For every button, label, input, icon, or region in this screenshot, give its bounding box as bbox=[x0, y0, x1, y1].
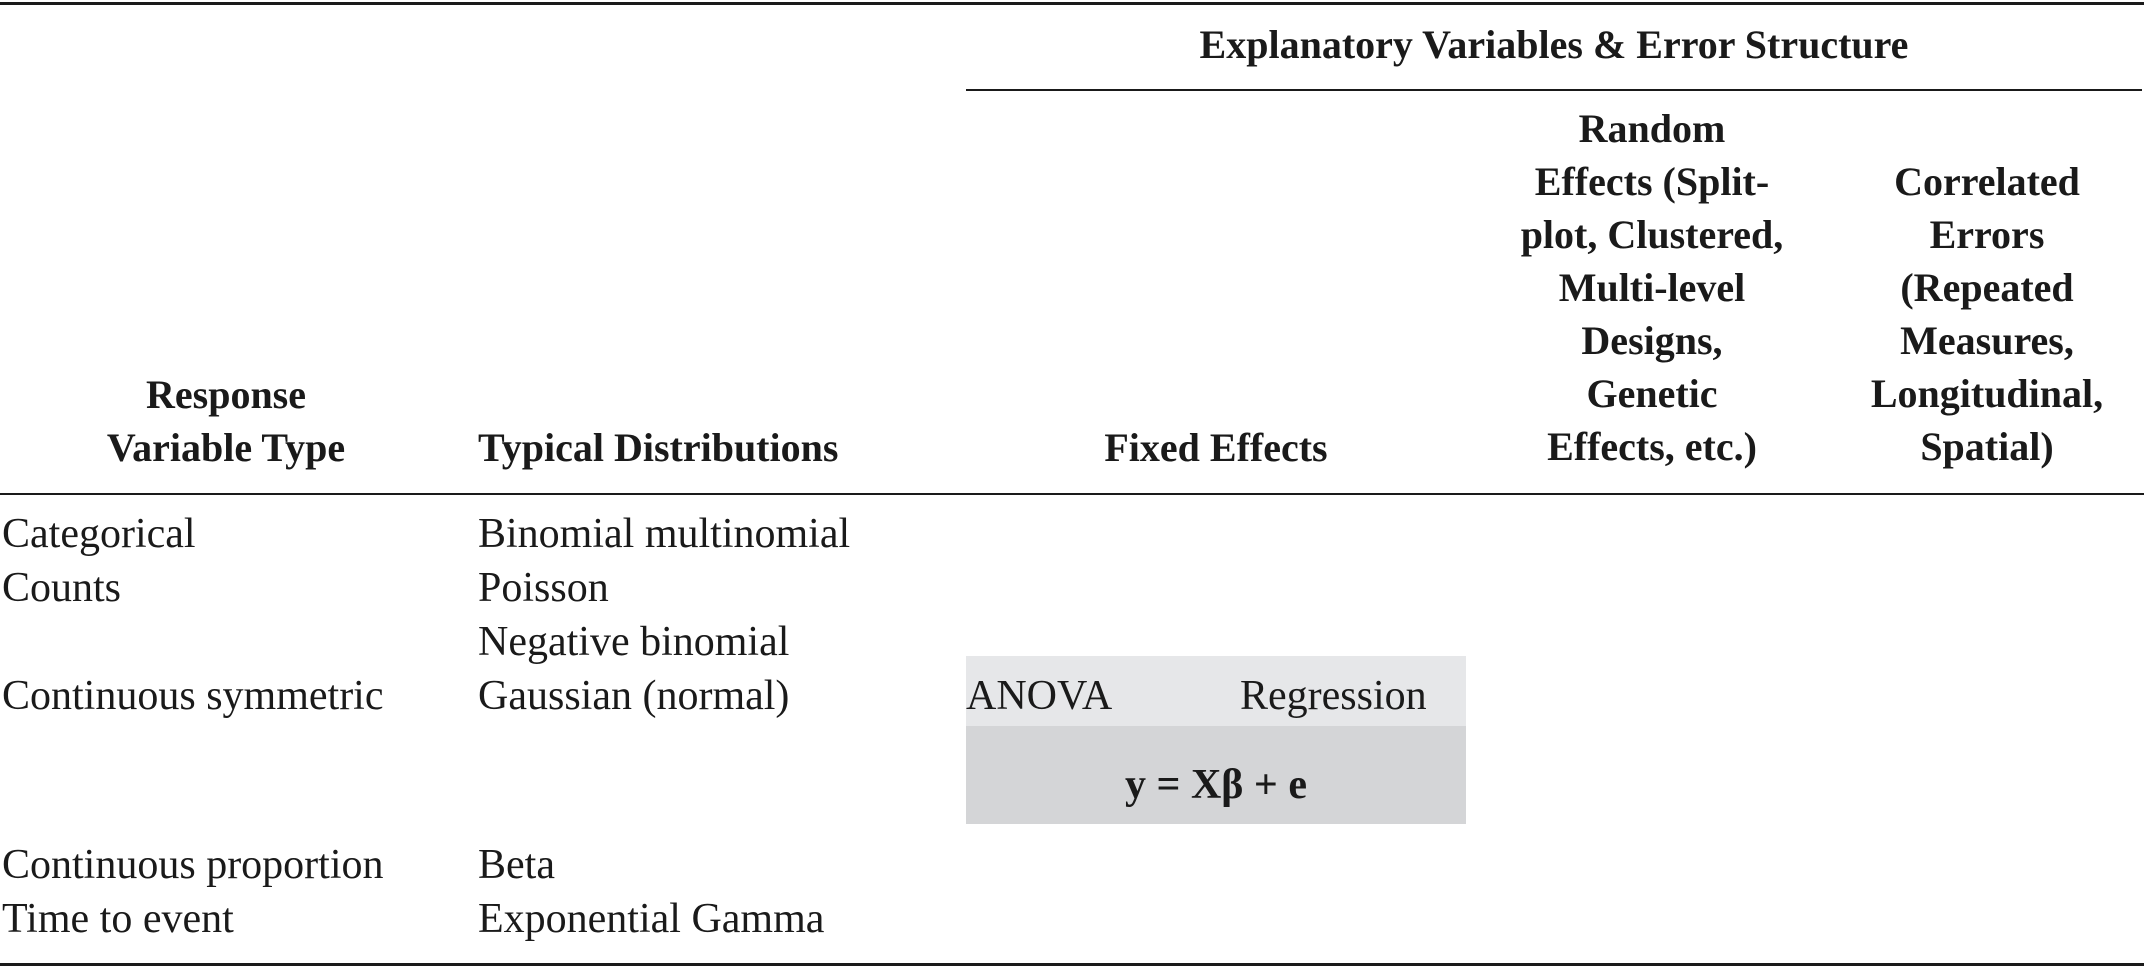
header-line: Designs, bbox=[1581, 318, 1723, 363]
header-line: plot, Clustered, bbox=[1520, 212, 1784, 257]
row-response: Categorical bbox=[2, 511, 196, 557]
header-fixed-effects: Fixed Effects bbox=[966, 421, 1466, 474]
top-rule bbox=[0, 2, 2144, 5]
row-response: Continuous proportion bbox=[2, 842, 384, 888]
row-distribution: Poisson bbox=[478, 565, 609, 611]
header-line: Effects, etc.) bbox=[1547, 424, 1757, 469]
spanning-header-text: Explanatory Variables & Error Structure bbox=[1199, 22, 1909, 67]
header-line: Fixed Effects bbox=[1104, 425, 1328, 470]
header-bottom-rule bbox=[0, 493, 2144, 495]
regression-label: Regression bbox=[1240, 673, 1427, 719]
header-line: Variable Type bbox=[106, 425, 346, 470]
bottom-rule bbox=[0, 963, 2144, 966]
header-line: Correlated bbox=[1894, 159, 2080, 204]
header-line: Genetic bbox=[1586, 371, 1718, 416]
header-line: Measures, bbox=[1900, 318, 2074, 363]
row-response: Time to event bbox=[2, 896, 234, 942]
row-distribution: Binomial multinomial bbox=[478, 511, 851, 557]
header-line: Response bbox=[145, 372, 307, 417]
spanning-header: Explanatory Variables & Error Structure bbox=[966, 18, 2142, 71]
row-response: Continuous symmetric bbox=[2, 673, 384, 719]
fixed-effects-label-band bbox=[966, 656, 1466, 726]
header-line: Random bbox=[1578, 106, 1726, 151]
header-line: Spatial) bbox=[1920, 424, 2054, 469]
header-line: (Repeated bbox=[1900, 265, 2074, 310]
row-distribution: Negative binomial bbox=[478, 619, 790, 665]
row-response: Counts bbox=[2, 565, 122, 611]
fixed-effects-formula-band bbox=[966, 726, 1466, 824]
header-random-effects: Random Effects (Split- plot, Clustered, … bbox=[1482, 102, 1822, 473]
header-line: Longitudinal, bbox=[1870, 371, 2104, 416]
header-line: Errors bbox=[1929, 212, 2045, 257]
header-correlated-errors: Correlated Errors (Repeated Measures, Lo… bbox=[1832, 155, 2142, 473]
spanner-rule bbox=[966, 89, 2142, 91]
header-line: Typical Distributions bbox=[478, 425, 839, 470]
anova-label: ANOVA bbox=[966, 673, 1113, 719]
header-line: Effects (Split- bbox=[1534, 159, 1770, 204]
header-response-type: Response Variable Type bbox=[0, 368, 452, 474]
row-distribution: Gaussian (normal) bbox=[478, 673, 790, 719]
header-line: Multi-level bbox=[1558, 265, 1746, 310]
row-distribution: Exponential Gamma bbox=[478, 896, 825, 942]
glm-formula: y = Xβ + e bbox=[1125, 762, 1307, 808]
row-distribution: Beta bbox=[478, 842, 555, 888]
header-distributions: Typical Distributions bbox=[478, 421, 938, 474]
